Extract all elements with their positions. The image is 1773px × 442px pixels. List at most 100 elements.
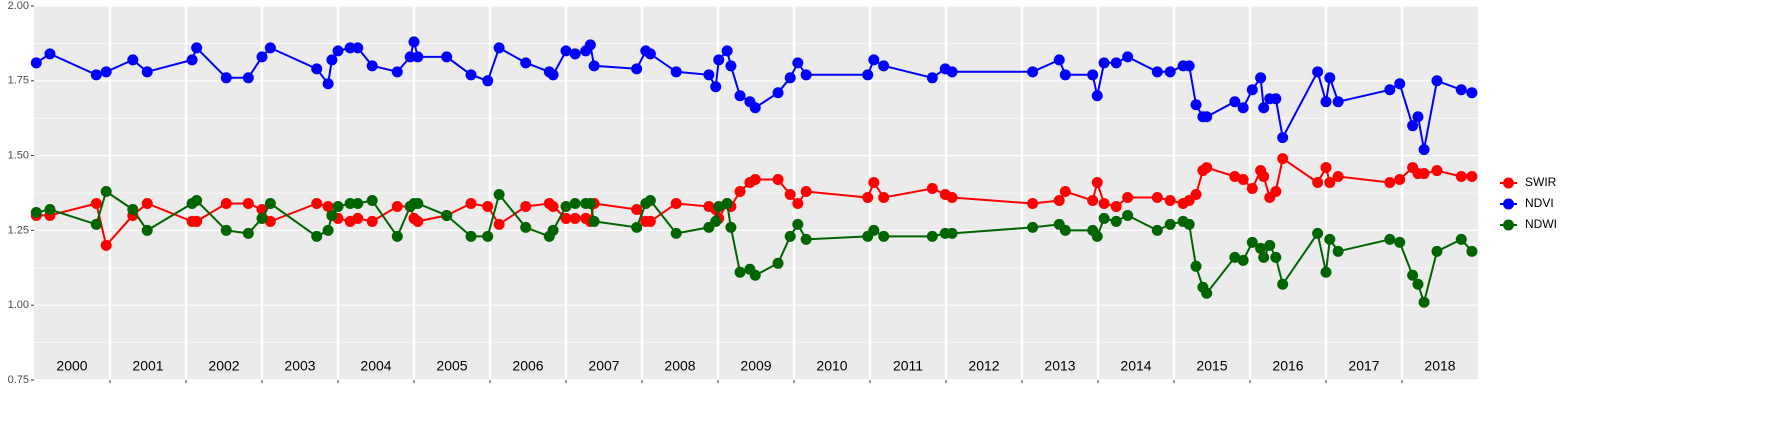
point: [1270, 93, 1282, 105]
point: [412, 51, 424, 63]
year-label: 2015: [1196, 358, 1227, 374]
point: [1431, 75, 1443, 87]
y-tick-label: 1.75: [8, 75, 29, 87]
legend-label: NDWI: [1525, 217, 1557, 231]
point: [1312, 177, 1324, 189]
point: [1277, 278, 1289, 290]
point: [493, 188, 505, 200]
point: [332, 45, 344, 57]
point: [670, 66, 682, 78]
point: [569, 212, 581, 224]
point: [772, 87, 784, 99]
legend-point: [1503, 177, 1514, 189]
point: [520, 221, 532, 233]
point: [792, 218, 804, 230]
legend-point: [1503, 198, 1514, 210]
point: [441, 209, 453, 221]
point: [391, 200, 403, 212]
point: [465, 69, 477, 81]
point: [30, 57, 42, 69]
point: [1332, 96, 1344, 108]
point: [862, 69, 874, 81]
point: [749, 102, 761, 114]
point: [1053, 54, 1065, 66]
point: [482, 75, 494, 87]
y-tick-label: 0.75: [8, 374, 29, 386]
point: [391, 230, 403, 242]
point: [220, 197, 232, 209]
point: [713, 200, 725, 212]
point: [1255, 72, 1267, 84]
point: [412, 197, 424, 209]
point: [1258, 102, 1270, 114]
point: [1122, 51, 1134, 63]
point: [878, 191, 890, 203]
point: [311, 197, 323, 209]
y-tick-label: 1.50: [8, 150, 29, 162]
point: [1258, 171, 1270, 183]
point: [1027, 221, 1039, 233]
point: [926, 72, 938, 84]
point: [721, 45, 733, 57]
point: [264, 42, 276, 54]
point: [772, 257, 784, 269]
point: [322, 200, 334, 212]
year-label: 2006: [512, 358, 543, 374]
point: [1183, 218, 1195, 230]
point: [1255, 242, 1267, 254]
point: [800, 69, 812, 81]
point: [1332, 245, 1344, 257]
marks: [30, 36, 1478, 308]
point: [441, 51, 453, 63]
point: [868, 54, 880, 66]
point: [1183, 60, 1195, 72]
point: [191, 42, 203, 54]
point: [1258, 251, 1270, 263]
point: [141, 224, 153, 236]
point: [1091, 177, 1103, 189]
point: [1466, 245, 1478, 257]
point: [1324, 233, 1336, 245]
point: [1384, 84, 1396, 96]
point: [1164, 194, 1176, 206]
y-tick-label: 1.00: [8, 299, 29, 311]
year-label: 2001: [132, 358, 163, 374]
point: [90, 69, 102, 81]
point: [344, 42, 356, 54]
point: [560, 200, 572, 212]
point: [412, 215, 424, 227]
point: [878, 60, 890, 72]
point: [366, 60, 378, 72]
point: [1027, 197, 1039, 209]
point: [1312, 66, 1324, 78]
point: [1394, 236, 1406, 248]
point: [670, 197, 682, 209]
year-label: 2014: [1120, 358, 1151, 374]
point: [569, 197, 581, 209]
point: [100, 66, 112, 78]
point: [1246, 84, 1258, 96]
point: [256, 51, 268, 63]
year-label: 2018: [1424, 358, 1455, 374]
point: [946, 227, 958, 239]
point: [186, 54, 198, 66]
point: [44, 48, 56, 60]
point: [784, 72, 796, 84]
point: [1201, 111, 1213, 123]
point: [30, 206, 42, 218]
point: [644, 215, 656, 227]
point: [465, 230, 477, 242]
year-label: 2002: [208, 358, 239, 374]
point: [322, 224, 334, 236]
point: [1455, 84, 1467, 96]
legend: SWIR NDVI NDWI: [1500, 175, 1557, 231]
year-label: 2005: [436, 358, 467, 374]
point: [352, 212, 364, 224]
point: [264, 197, 276, 209]
point: [1277, 153, 1289, 165]
point: [1229, 171, 1241, 183]
point: [90, 218, 102, 230]
point: [721, 197, 733, 209]
point: [1091, 230, 1103, 242]
point: [141, 66, 153, 78]
